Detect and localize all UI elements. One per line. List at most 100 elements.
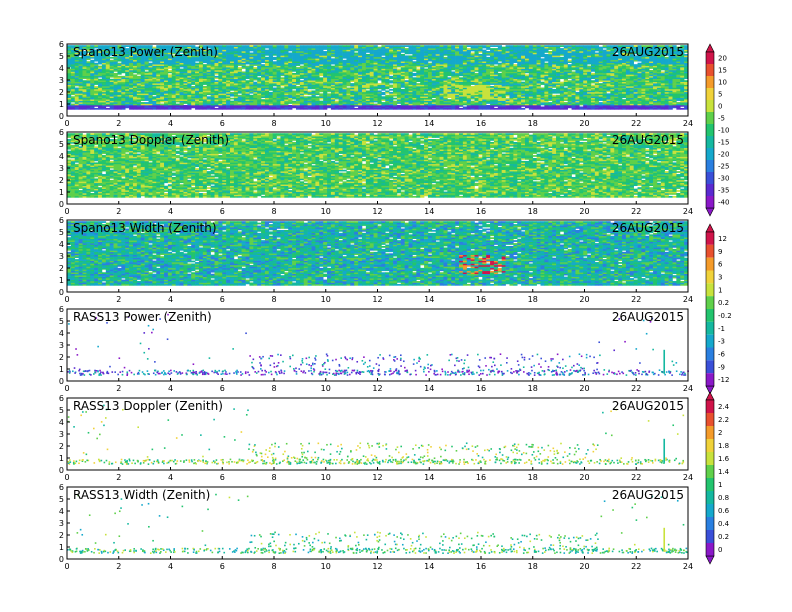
cell bbox=[307, 100, 312, 103]
cell bbox=[233, 102, 239, 104]
cell bbox=[237, 87, 242, 90]
cell bbox=[268, 62, 274, 65]
cell bbox=[276, 93, 281, 96]
cell bbox=[94, 65, 99, 68]
cell bbox=[101, 58, 107, 61]
cell bbox=[160, 88, 165, 91]
cell bbox=[268, 83, 274, 85]
cell bbox=[198, 90, 204, 93]
cell bbox=[187, 70, 192, 72]
cell bbox=[257, 53, 262, 56]
cell bbox=[288, 59, 293, 62]
cell bbox=[148, 78, 153, 81]
cell bbox=[222, 81, 227, 84]
cell bbox=[101, 68, 107, 71]
cell bbox=[121, 107, 126, 110]
cell bbox=[323, 94, 328, 97]
cell bbox=[105, 52, 110, 55]
cell bbox=[327, 58, 332, 61]
cell bbox=[218, 51, 223, 53]
cell bbox=[109, 62, 114, 65]
cell bbox=[233, 53, 239, 56]
cell bbox=[206, 96, 211, 99]
cell bbox=[113, 74, 118, 77]
cell bbox=[105, 83, 110, 85]
cell bbox=[470, 100, 475, 103]
cell bbox=[140, 48, 145, 50]
cell bbox=[70, 105, 76, 107]
cell bbox=[280, 46, 285, 49]
cell bbox=[249, 48, 254, 50]
cell bbox=[132, 70, 138, 72]
cell bbox=[82, 46, 87, 49]
cell bbox=[70, 100, 76, 103]
cell bbox=[78, 94, 83, 97]
cell bbox=[299, 65, 305, 68]
cell bbox=[295, 86, 301, 88]
cell bbox=[226, 97, 231, 100]
cell bbox=[272, 88, 277, 91]
cell bbox=[86, 105, 91, 107]
cell bbox=[237, 77, 242, 80]
cell bbox=[505, 45, 510, 47]
cell bbox=[272, 107, 277, 110]
cell bbox=[183, 91, 188, 94]
cell bbox=[152, 96, 157, 99]
cell bbox=[268, 68, 274, 71]
cell bbox=[295, 75, 301, 78]
cell bbox=[101, 62, 107, 65]
cell bbox=[202, 65, 208, 68]
cell bbox=[101, 67, 107, 69]
cell bbox=[327, 46, 332, 49]
cell bbox=[245, 49, 250, 52]
cell bbox=[144, 74, 149, 77]
cell bbox=[156, 65, 161, 68]
cell bbox=[121, 81, 126, 84]
cell bbox=[98, 93, 103, 96]
cell bbox=[98, 52, 103, 55]
cell bbox=[98, 78, 103, 81]
cell bbox=[191, 51, 196, 53]
cell bbox=[175, 96, 180, 99]
cell bbox=[292, 87, 297, 90]
cell bbox=[230, 52, 235, 55]
cell bbox=[160, 80, 165, 82]
cell bbox=[249, 97, 254, 100]
cell bbox=[117, 87, 122, 90]
cell bbox=[109, 46, 114, 49]
cell bbox=[67, 88, 72, 91]
cell bbox=[214, 64, 219, 66]
cell bbox=[98, 86, 103, 88]
cell bbox=[249, 75, 254, 78]
cell bbox=[67, 62, 72, 65]
cell bbox=[74, 106, 79, 109]
cell bbox=[264, 74, 270, 77]
cell bbox=[295, 70, 301, 72]
cell bbox=[148, 106, 153, 109]
cell bbox=[191, 91, 196, 94]
cell bbox=[167, 96, 173, 99]
cell bbox=[230, 65, 235, 68]
cell bbox=[109, 48, 114, 50]
cell bbox=[257, 93, 262, 96]
cell bbox=[311, 58, 316, 61]
cell bbox=[74, 83, 79, 85]
cell bbox=[179, 70, 184, 72]
cell bbox=[237, 68, 242, 71]
cell bbox=[90, 72, 95, 75]
cell bbox=[261, 78, 266, 81]
cell bbox=[90, 90, 95, 93]
cell bbox=[136, 86, 142, 88]
cell bbox=[280, 62, 285, 65]
cell bbox=[218, 77, 223, 80]
cell bbox=[136, 46, 142, 49]
cell bbox=[140, 90, 145, 93]
cell bbox=[214, 90, 219, 93]
cell bbox=[268, 70, 274, 72]
cell bbox=[319, 100, 324, 103]
cell bbox=[249, 71, 254, 74]
cell bbox=[249, 107, 254, 110]
cell bbox=[187, 106, 192, 109]
cell bbox=[280, 105, 285, 107]
cell bbox=[257, 58, 262, 61]
